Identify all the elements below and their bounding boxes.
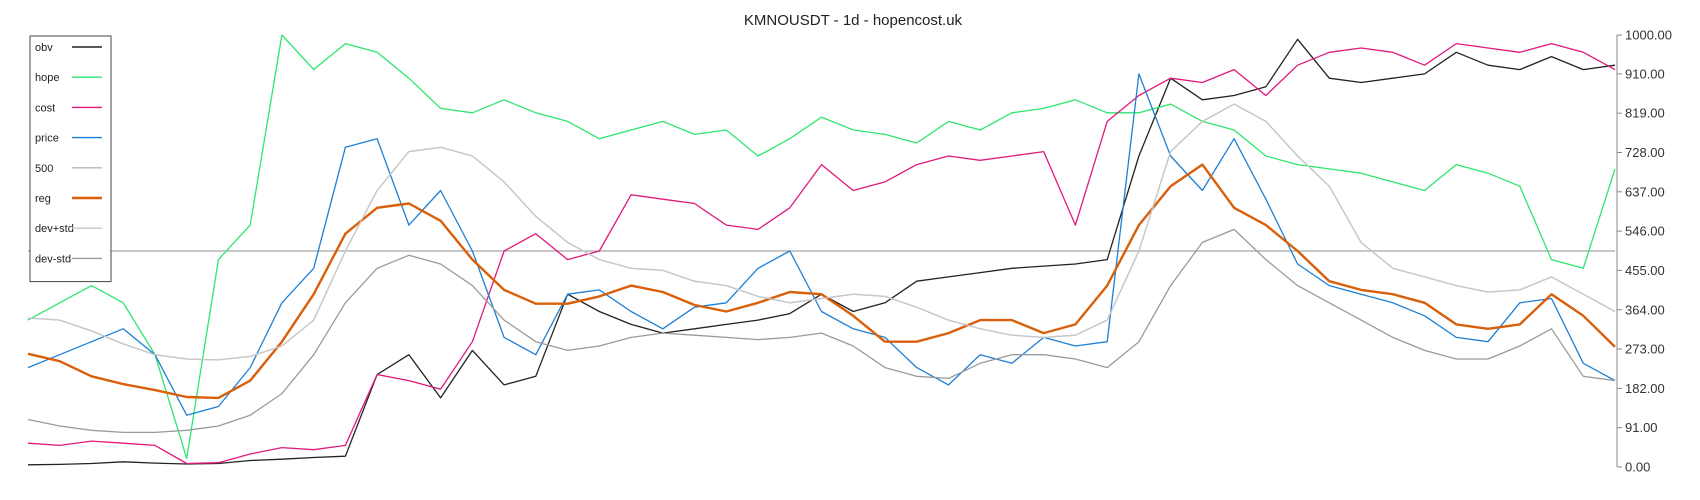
y-tick-label: 546.00 bbox=[1625, 224, 1665, 239]
series-line-price bbox=[27, 73, 1616, 416]
y-tick-label: 364.00 bbox=[1625, 302, 1665, 317]
y-tick-label: 91.00 bbox=[1625, 420, 1658, 435]
legend-label-dev-std: dev-std bbox=[35, 253, 71, 265]
legend-label-cost: cost bbox=[35, 102, 55, 114]
series-line-reg bbox=[27, 163, 1616, 400]
y-tick-label: 273.00 bbox=[1625, 342, 1665, 357]
y-tick-label: 910.00 bbox=[1625, 66, 1665, 81]
y-tick-label: 819.00 bbox=[1625, 106, 1665, 121]
legend-label-price: price bbox=[35, 133, 59, 145]
series-line-dev-plus-std bbox=[27, 103, 1616, 361]
y-tick-label: 0.00 bbox=[1625, 460, 1650, 475]
series-line-cost bbox=[27, 42, 1616, 465]
y-tick-label: 637.00 bbox=[1625, 184, 1665, 199]
y-tick-label: 182.00 bbox=[1625, 381, 1665, 396]
chart-title: KMNOUSDT - 1d - hopencost.uk bbox=[744, 12, 963, 29]
series-line-obv bbox=[27, 38, 1616, 466]
y-tick-label: 728.00 bbox=[1625, 145, 1665, 160]
y-tick-label: 455.00 bbox=[1625, 263, 1665, 278]
legend-label-500: 500 bbox=[35, 163, 53, 175]
legend-label-dev-plus-std: dev+std bbox=[35, 223, 74, 235]
legend-label-reg: reg bbox=[35, 193, 51, 205]
legend-label-hope: hope bbox=[35, 72, 59, 84]
series-layer bbox=[27, 34, 1616, 466]
series-line-500 bbox=[27, 103, 1616, 361]
y-axis: 0.00 91.00 182.00 273.00 364.00 455.00 546.00 6… bbox=[1616, 28, 1672, 475]
series-line-dev-std bbox=[27, 228, 1616, 434]
y-tick-label: 1000.00 bbox=[1625, 28, 1672, 43]
legend-label-obv: obv bbox=[35, 42, 53, 54]
legend: obv hope cost price 500 reg dev+std dev-std bbox=[29, 35, 112, 283]
series-line-hope bbox=[27, 34, 1616, 460]
